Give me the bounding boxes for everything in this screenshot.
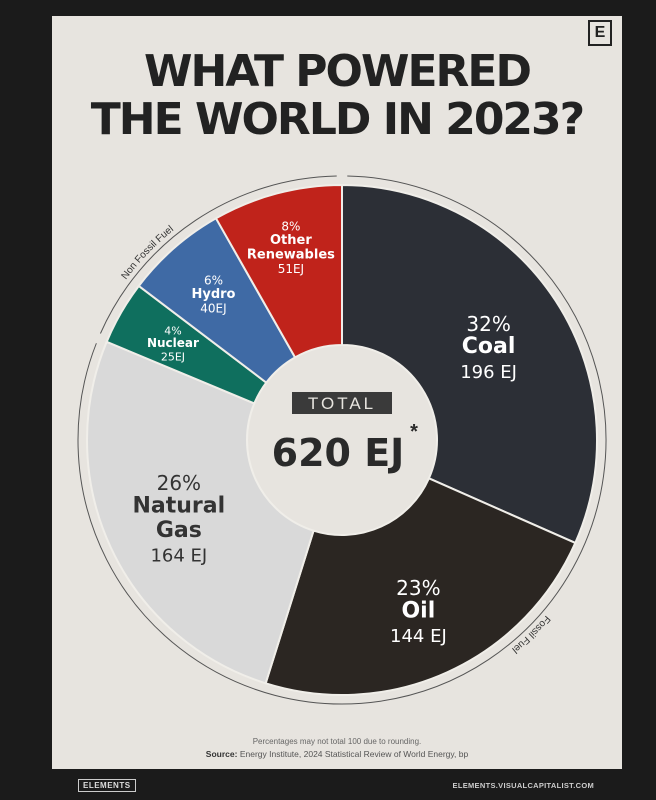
percent-label-other-renewables: 8% [281, 220, 300, 234]
page-title: WHAT POWERED THE WORLD IN 2023? [52, 48, 622, 144]
fossil-fuel-bracket [77, 175, 607, 705]
percent-label-natural-gas: 26% [157, 471, 201, 495]
value-label-other-renewables: 51EJ [278, 262, 304, 276]
title-line-2: THE WORLD IN 2023? [90, 94, 585, 145]
total-label: TOTAL [308, 394, 376, 413]
name-label-oil-1: Oil [401, 598, 435, 623]
elements-logo-icon: E [588, 20, 612, 46]
value-label-natural-gas: 164 EJ [150, 546, 207, 567]
name-label-natural-gas-1: Natural [132, 493, 225, 518]
value-label-coal: 196 EJ [460, 362, 517, 383]
name-label-nuclear-1: Nuclear [147, 336, 199, 350]
title-line-1: WHAT POWERED [143, 46, 532, 97]
name-label-other-renewables-2: Renewables [247, 248, 335, 263]
name-label-other-renewables-1: Other [270, 233, 312, 248]
percent-label-hydro: 6% [204, 274, 223, 288]
brand-url[interactable]: ELEMENTS.VISUALCAPITALIST.COM [452, 781, 594, 790]
footnote: Percentages may not total 100 due to rou… [252, 737, 422, 746]
percent-label-coal: 32% [466, 312, 510, 336]
percent-label-nuclear: 4% [164, 325, 181, 338]
slice-other-renewables [214, 183, 343, 359]
name-label-natural-gas-2: Gas [156, 518, 202, 543]
name-label-coal-1: Coal [462, 334, 516, 359]
total-label-box [292, 392, 392, 414]
value-label-oil: 144 EJ [390, 626, 447, 647]
non-fossil-fuel-bracket [99, 175, 337, 334]
total-asterisk: * [410, 421, 418, 443]
name-label-hydro-1: Hydro [191, 287, 235, 302]
percent-label-oil: 23% [396, 576, 440, 600]
value-label-nuclear: 25EJ [161, 351, 185, 364]
bottom-bar: ELEMENTS ELEMENTS.VISUALCAPITALIST.COM [52, 769, 622, 800]
slice-natural-gas [86, 340, 315, 685]
slice-coal [341, 183, 598, 545]
brand-logo-left[interactable]: ELEMENTS [78, 779, 136, 792]
slice-oil [264, 477, 577, 696]
top-bar [52, 0, 622, 16]
total-value: 620 EJ [272, 431, 405, 475]
source-line: Source: Energy Institute, 2024 Statistic… [52, 749, 622, 759]
value-label-hydro: 40EJ [200, 302, 226, 316]
infographic: E WHAT POWERED THE WORLD IN 2023? Non Fo… [52, 0, 622, 800]
source-text: Energy Institute, 2024 Statistical Revie… [239, 749, 469, 759]
source-label: Source: [205, 749, 238, 759]
